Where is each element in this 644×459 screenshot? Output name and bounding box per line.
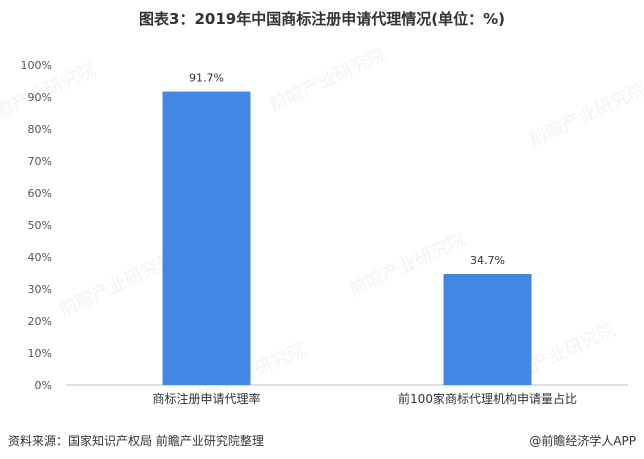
category-label-1: 前100家商标代理机构申请量占比 [398,391,577,406]
y-tick-label: 20% [28,315,52,328]
y-tick-label: 60% [28,187,52,200]
source-text: 资料来源：国家知识产权局 前瞻产业研究院整理 [8,434,264,448]
brand-text: @前瞻经济学人APP [529,434,636,448]
bars [162,91,532,385]
y-axis: 0% 10% 20% 30% 40% 50% 60% 70% 80% 90% 100% [21,59,52,392]
category-labels: 商标注册申请代理率 前100家商标代理机构申请量占比 [152,391,576,406]
data-label-0: 91.7% [189,72,224,85]
y-tick-label: 40% [28,251,52,264]
y-tick-label: 100% [21,59,52,72]
watermark-3: 前瞻产业研究院 [56,249,179,321]
bar-1 [443,273,532,385]
y-tick-label: 80% [28,123,52,136]
chart-title: 图表3：2019年中国商标注册申请代理情况(单位：%) [139,10,505,28]
y-tick-label: 70% [28,155,52,168]
category-label-0: 商标注册申请代理率 [152,391,260,406]
y-tick-label: 0% [35,379,52,392]
y-tick-label: 50% [28,219,52,232]
watermark-1: 前瞻产业研究院 [266,44,389,116]
data-label-1: 34.7% [470,254,505,267]
y-tick-label: 90% [28,91,52,104]
watermark-2: 前瞻产业研究院 [526,79,644,151]
y-tick-label: 30% [28,283,52,296]
data-labels: 91.7% 34.7% [189,72,505,267]
y-tick-label: 10% [28,347,52,360]
bar-0 [162,91,251,385]
